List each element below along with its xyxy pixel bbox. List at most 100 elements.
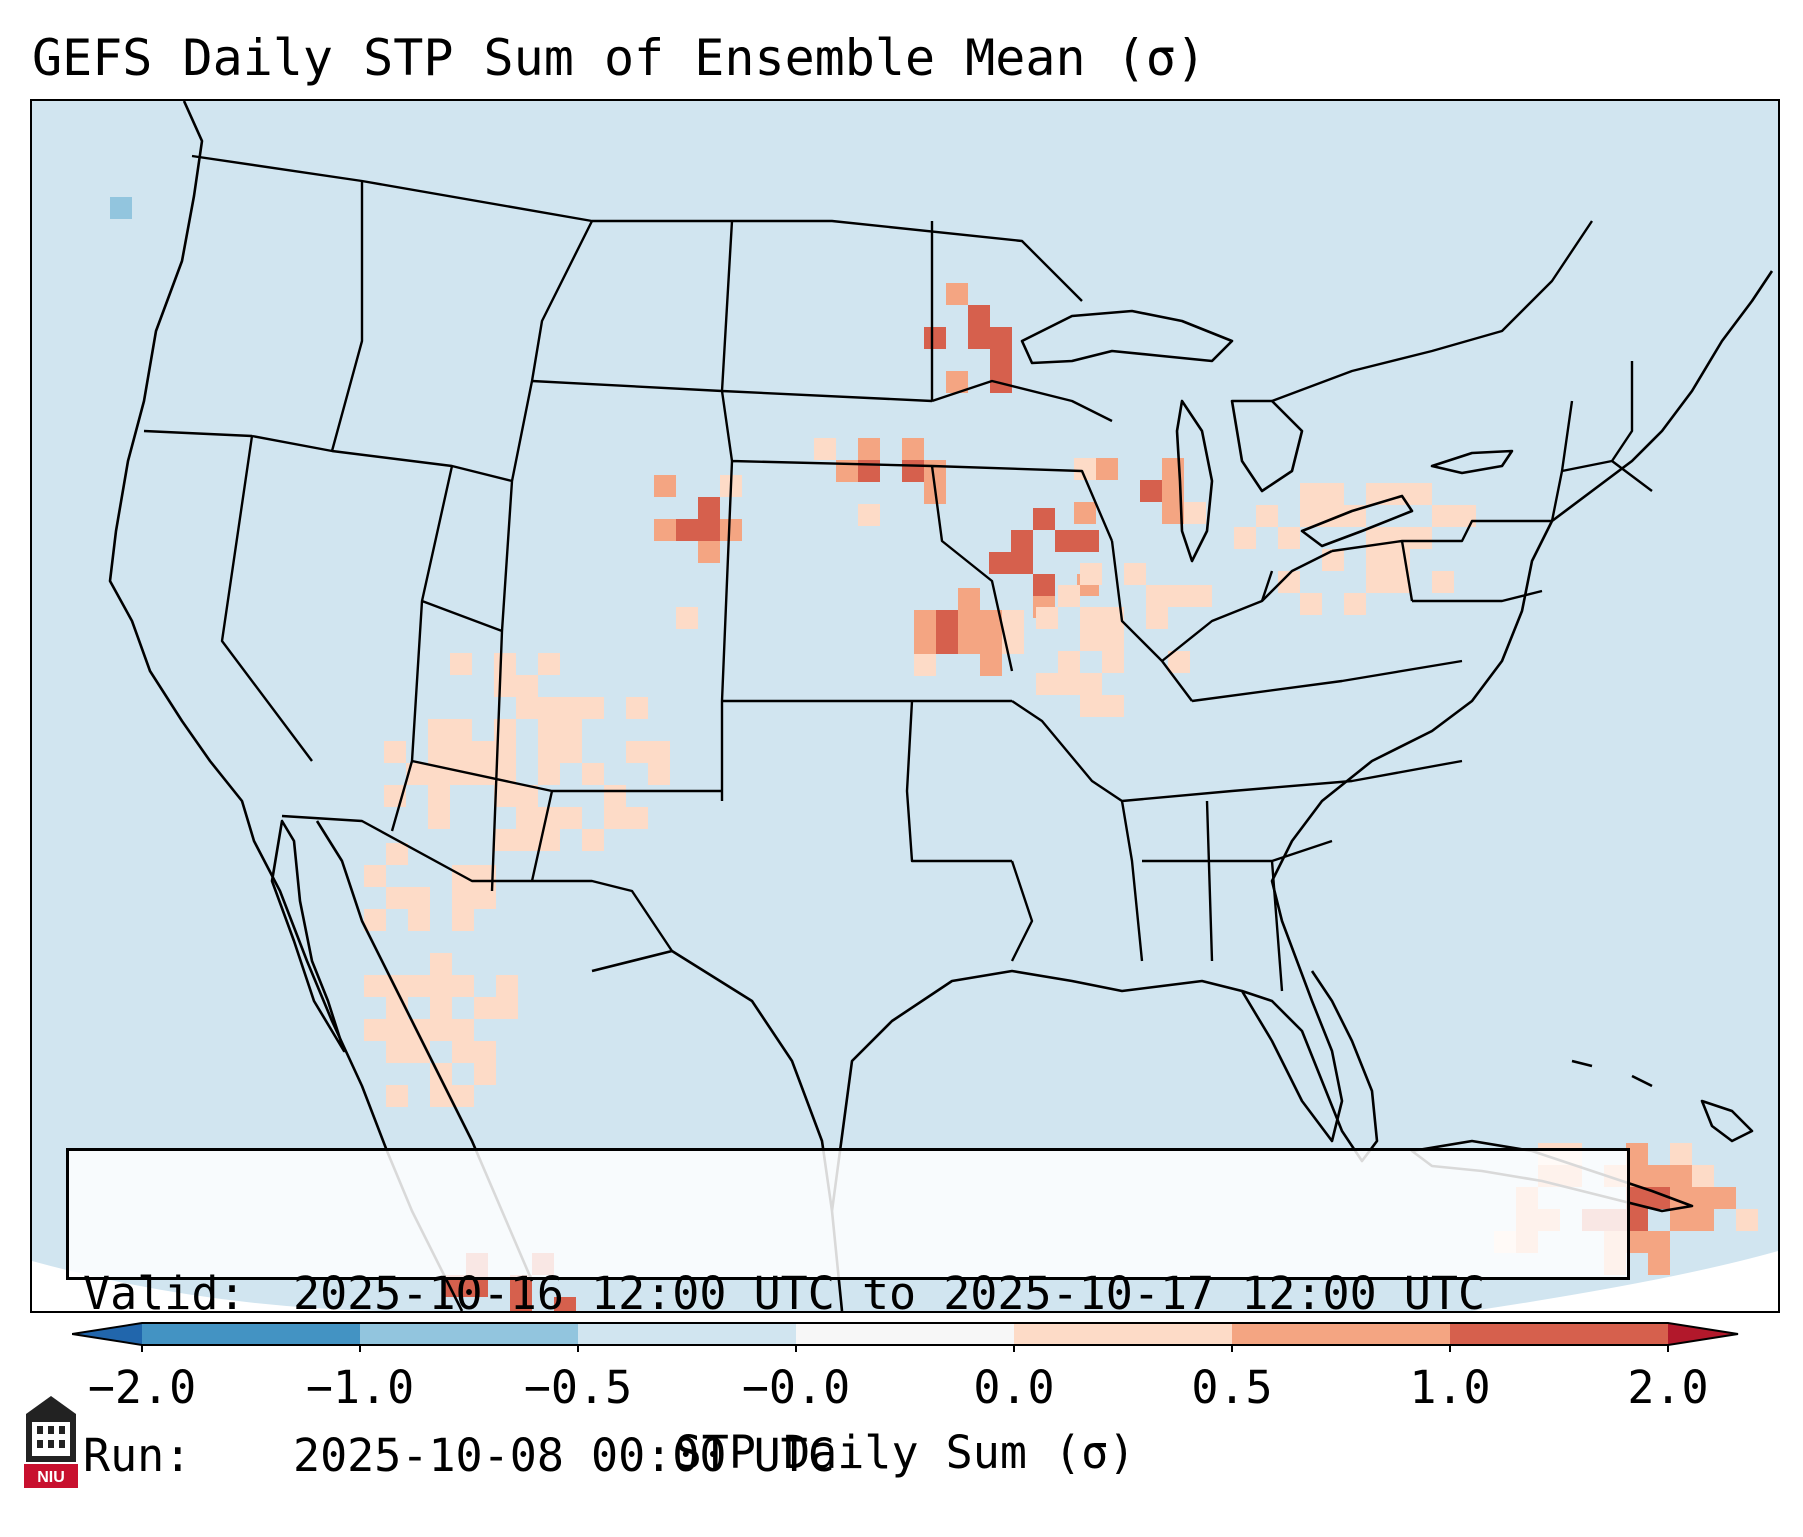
colorbar-label: STP Daily Sum (σ) (674, 1426, 1136, 1479)
positive-anomaly-area-cell (494, 741, 516, 763)
colorbar-over-arrow (1668, 1323, 1738, 1345)
positive-anomaly-area-cell (1410, 483, 1432, 505)
colorbar (72, 1322, 1739, 1352)
negative-anomaly-area-cell (1520, 402, 1542, 424)
baja-peninsula (270, 819, 346, 1053)
positive-anomaly-area-cell (604, 785, 626, 807)
positive-anomaly-area-cell (494, 675, 516, 697)
positive-anomaly-area-cell (720, 519, 742, 541)
positive-anomaly-area-cell (1058, 673, 1080, 695)
colorbar-bin (1450, 1323, 1668, 1345)
positive-anomaly-area-cell (980, 610, 1002, 632)
colorbar-bin (1232, 1323, 1450, 1345)
positive-anomaly-area-cell (676, 519, 698, 541)
positive-anomaly-area-cell (386, 1019, 408, 1041)
negative-anomaly-area-cell (110, 285, 132, 307)
positive-anomaly-area-cell (1080, 673, 1102, 695)
positive-anomaly-area-cell (858, 504, 880, 526)
positive-anomaly-area-cell (1692, 1187, 1714, 1209)
positive-anomaly-area-cell (1410, 527, 1432, 549)
positive-anomaly-area-cell (654, 519, 676, 541)
negative-anomaly-area-cell (1684, 343, 1706, 365)
positive-anomaly-area-cell (538, 807, 560, 829)
negative-anomaly-area-cell (88, 219, 110, 241)
positive-anomaly-area-cell (452, 909, 474, 931)
negative-anomaly-area-cell (1728, 475, 1750, 497)
lake-erie (1300, 494, 1414, 548)
positive-anomaly-area-cell (1033, 574, 1055, 596)
negative-anomaly-area-cell (110, 175, 132, 197)
run-value: 2025-10-08 00:00 UTC (293, 1429, 835, 1482)
logo-text: NIU (37, 1469, 65, 1486)
negative-anomaly-area-cell (66, 175, 88, 197)
positive-anomaly-area-cell (1080, 695, 1102, 717)
positive-anomaly-area-cell (946, 283, 968, 305)
positive-anomaly-area-cell (914, 632, 936, 654)
positive-anomaly-area-cell (430, 997, 452, 1019)
positive-anomaly-area-cell (1162, 480, 1184, 502)
colorbar-tick-label: −0.5 (523, 1361, 633, 1414)
valid-row: Valid: 2025-10-16 12:00 UTC to 2025-10-17… (83, 1267, 1627, 1321)
positive-anomaly-area-cell (364, 909, 386, 931)
positive-anomaly-area (654, 475, 742, 629)
colorbar-bin (142, 1323, 360, 1345)
positive-anomaly-area-cell (1168, 585, 1190, 607)
positive-anomaly-area-cell (428, 741, 450, 763)
map-canvas (32, 101, 1778, 1311)
colorbar-bin (578, 1323, 796, 1345)
pacific-coast (108, 101, 464, 1311)
positive-anomaly-area-cell (428, 807, 450, 829)
positive-anomaly-area-cell (1388, 527, 1410, 549)
positive-anomaly-area-cell (474, 887, 496, 909)
positive-anomaly-area-cell (1036, 673, 1058, 695)
negative-anomaly-area-cell (1564, 358, 1586, 380)
map-panel (30, 99, 1780, 1313)
state-lines-west (143, 181, 934, 892)
positive-anomaly-area-cell (914, 610, 936, 632)
positive-anomaly-area-cell (958, 610, 980, 632)
positive-anomaly-area-cell (604, 807, 626, 829)
positive-anomaly-area-cell (1626, 1209, 1648, 1231)
negative-anomaly-area-cell (1728, 431, 1750, 453)
positive-anomaly-area-cell (386, 1041, 408, 1063)
negative-anomaly-area-cell (1750, 409, 1772, 431)
positive-anomaly-area-cell (430, 953, 452, 975)
positive-anomaly-area-cell (1124, 563, 1146, 585)
positive-anomaly-area-cell (386, 843, 408, 865)
negative-anomaly-area-cell (1498, 402, 1520, 424)
positive-anomaly-area-cell (1055, 530, 1077, 552)
negative-anomaly-area-cell (1608, 380, 1630, 402)
lake-huron (1230, 399, 1304, 493)
negative-anomaly-area-cell (1542, 380, 1564, 402)
colorbar-tick-label: 0.0 (973, 1361, 1055, 1414)
negative-anomaly-area-cell (1586, 358, 1608, 380)
positive-anomaly-area-cell (538, 653, 560, 675)
negative-anomaly-area-cell (110, 153, 132, 175)
negative-anomaly-area-cell (1498, 380, 1520, 402)
positive-anomaly-area-cell (496, 975, 518, 997)
positive-anomaly-area-cell (1102, 607, 1124, 629)
positive-anomaly-area-cell (626, 697, 648, 719)
colorbar-under-arrow (72, 1323, 142, 1345)
positive-anomaly-area-cell (364, 865, 386, 887)
positive-anomaly-area (384, 653, 670, 851)
positive-anomaly-area-cell (474, 1063, 496, 1085)
out-of-domain-left (32, 1261, 452, 1311)
positive-anomaly-area-cell (1058, 585, 1080, 607)
positive-anomaly-area-cell (516, 829, 538, 851)
negative-anomaly-area-cell (66, 241, 88, 263)
positive-anomaly-area-cell (582, 763, 604, 785)
niu-logo: NIU (24, 1396, 78, 1488)
positive-anomaly-area-cell (1736, 1209, 1758, 1231)
negative-anomaly-area-cell (1520, 380, 1542, 402)
positive-anomaly-area-cell (1388, 571, 1410, 593)
positive-anomaly-area-cell (1366, 549, 1388, 571)
colorbar-tick-label: 2.0 (1627, 1361, 1709, 1414)
negative-anomaly-area-cell (110, 197, 132, 219)
positive-anomaly-area-cell (428, 719, 450, 741)
positive-anomaly-area-cell (472, 741, 494, 763)
map-title: GEFS Daily STP Sum of Ensemble Mean (σ) (32, 29, 1206, 87)
positive-anomaly-area-cell (1300, 483, 1322, 505)
positive-anomaly-area-cell (430, 1019, 452, 1041)
positive-anomaly-area-cell (474, 1041, 496, 1063)
